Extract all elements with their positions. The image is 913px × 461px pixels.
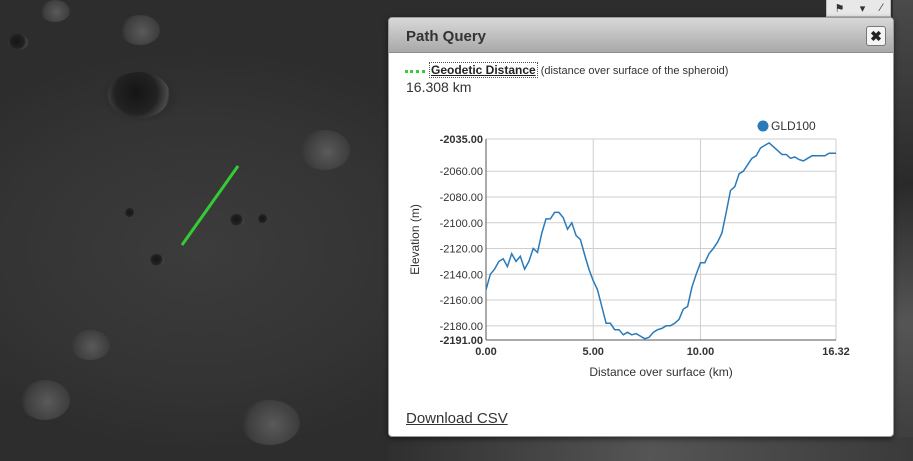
y-tick-label: -2100.00 [440, 218, 483, 230]
map-edge [388, 437, 913, 461]
close-button[interactable]: ✖ [866, 26, 886, 46]
y-tick-label: -2160.00 [440, 295, 483, 307]
x-tick-label: 16.32 [822, 346, 850, 358]
crater [240, 400, 300, 445]
y-tick-label: -2060.00 [440, 166, 483, 178]
chevron-down-icon[interactable]: ▾ [859, 2, 866, 15]
crater [125, 208, 135, 218]
crater [300, 130, 350, 170]
elevation-chart: -2035.00 -2060.00 -2080.00 -2100.00 -2120.00… [408, 119, 850, 379]
series-line [485, 141, 836, 340]
download-csv-link[interactable]: Download CSV [406, 410, 508, 427]
popup-header: Path Query ✖ [389, 18, 893, 53]
y-tick-label: -2140.00 [440, 269, 483, 281]
y-axis-title: Elevation (m) [408, 204, 422, 275]
crater [120, 15, 160, 45]
close-icon: ✖ [870, 28, 882, 44]
map-edge [893, 0, 913, 461]
path-legend-swatch [405, 69, 425, 73]
measure-value: 16.308 km [406, 79, 472, 95]
measure-name[interactable]: Geodetic Distance [429, 62, 538, 78]
y-tick-label: -2035.00 [440, 134, 483, 146]
x-tick-label: 0.00 [475, 346, 496, 358]
crater [230, 214, 244, 226]
x-tick-label: 10.00 [687, 346, 715, 358]
crater [258, 214, 268, 224]
measure-note: (distance over surface of the spheroid) [540, 65, 729, 77]
crater [20, 380, 70, 420]
y-tick-label: -2180.00 [440, 321, 483, 333]
crater [70, 330, 110, 360]
x-axis-title: Distance over surface (km) [589, 365, 732, 379]
path-query-popup: Path Query ✖ Geodetic Distance (distance … [388, 17, 894, 437]
y-tick-label: -2080.00 [440, 192, 483, 204]
crater [108, 72, 170, 118]
tool-icon[interactable]: ⁄ [880, 2, 883, 14]
y-tick-label: -2191.00 [440, 335, 483, 347]
crater [40, 0, 70, 22]
map-toolbar: ⚑ ▾ ⁄ [826, 0, 891, 17]
y-tick-label: -2120.00 [440, 244, 483, 256]
legend-marker [757, 120, 769, 132]
pin-icon[interactable]: ⚑ [834, 2, 845, 15]
legend-label: GLD100 [771, 119, 816, 133]
measure-row: Geodetic Distance (distance over surface … [405, 62, 729, 78]
geodetic-path [180, 165, 240, 246]
x-tick-label: 5.00 [583, 346, 604, 358]
popup-title: Path Query [406, 28, 487, 45]
crater [8, 34, 28, 50]
crater [150, 254, 164, 266]
